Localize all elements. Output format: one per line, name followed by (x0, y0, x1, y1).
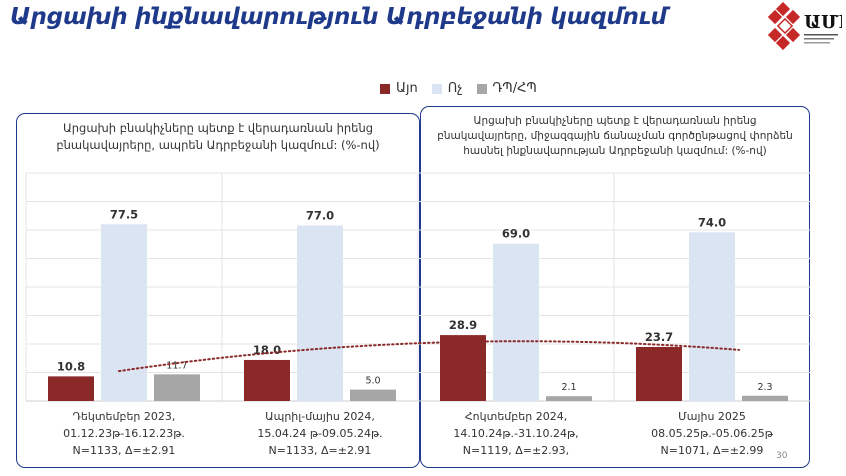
category-label: N=1119, Δ=±2.93, (463, 444, 569, 457)
bar-no (493, 243, 539, 401)
chart-legend: Այո Ոչ ԴՊ/ՀՊ (380, 81, 551, 96)
category-label: Հոկտեմբեր 2024, (465, 410, 567, 423)
data-label-yes: 10.8 (57, 359, 85, 373)
page-number: 30 (776, 451, 788, 461)
page-title: Արցախի ինքնավարություն Ադրբեջանի կազմում (10, 4, 667, 30)
bar-yes (48, 376, 94, 401)
data-label-yes: 23.7 (645, 330, 673, 344)
category-label: 08.05.25թ.-05.06.25թ (651, 427, 774, 440)
data-label-no: 74.0 (698, 215, 726, 229)
category-label: N=1133, Δ=±2.91 (73, 444, 176, 457)
legend-label-no: Ոչ (447, 81, 463, 96)
legend-item-yes: Այո (380, 81, 418, 96)
category-label: N=1071, Δ=±2.99 (661, 444, 764, 457)
category-label: 01.12.23թ-16.12.23թ. (63, 427, 185, 440)
category-label: 15.04.24 թ-09.05.24թ. (257, 427, 382, 440)
data-label-yes: 28.9 (449, 318, 477, 332)
panel-right-title: Արցախի բնակիչները պետք է վերադառնան իրեն… (437, 115, 793, 157)
bar-no (101, 224, 147, 401)
legend-swatch-yes (380, 83, 390, 94)
data-label-dk: 2.1 (561, 382, 576, 393)
data-label-dk: 5.0 (365, 376, 380, 387)
svg-text:ԱՄԻ: ԱՄԻ (804, 12, 842, 33)
data-label-yes: 18.0 (253, 343, 281, 357)
panel-left (16, 113, 420, 468)
legend-item-dk: ԴՊ/ՀՊ (476, 81, 537, 96)
bar-yes (244, 359, 290, 401)
bar-dk (350, 389, 396, 401)
data-label-dk: 2.3 (757, 382, 772, 393)
legend-swatch-dk (476, 83, 487, 94)
legend-label-dk: ԴՊ/ՀՊ (492, 81, 537, 96)
logo-icon: ԱՄԻ (768, 2, 842, 50)
legend-label-yes: Այո (396, 81, 418, 96)
data-label-no: 69.0 (502, 227, 530, 241)
bar-dk (154, 374, 200, 401)
data-label-dk: 11.7 (166, 360, 187, 371)
data-label-no: 77.0 (306, 208, 334, 222)
category-label: Դեկտեմբեր 2023, (73, 410, 176, 423)
bar-dk (546, 396, 592, 401)
panel-left-title: Արցախի բնակիչները պետք է վերադառնան իրեն… (56, 121, 380, 152)
data-label-no: 77.5 (110, 207, 138, 221)
bar-no (297, 225, 343, 401)
category-label: Ապրիլ-մայիս 2024, (265, 410, 375, 423)
bar-no (689, 232, 735, 401)
bar-yes (440, 335, 486, 401)
category-label: Մայիս 2025 (678, 410, 746, 423)
legend-item-no: Ոչ (431, 81, 463, 96)
trendline (118, 340, 740, 373)
category-label: 14.10.24թ.-31.10.24թ, (453, 427, 578, 440)
bar-yes (636, 346, 682, 401)
bar-dk (742, 395, 788, 401)
category-label: N=1133, Δ=±2.91 (269, 444, 372, 457)
legend-swatch-no (431, 83, 442, 94)
